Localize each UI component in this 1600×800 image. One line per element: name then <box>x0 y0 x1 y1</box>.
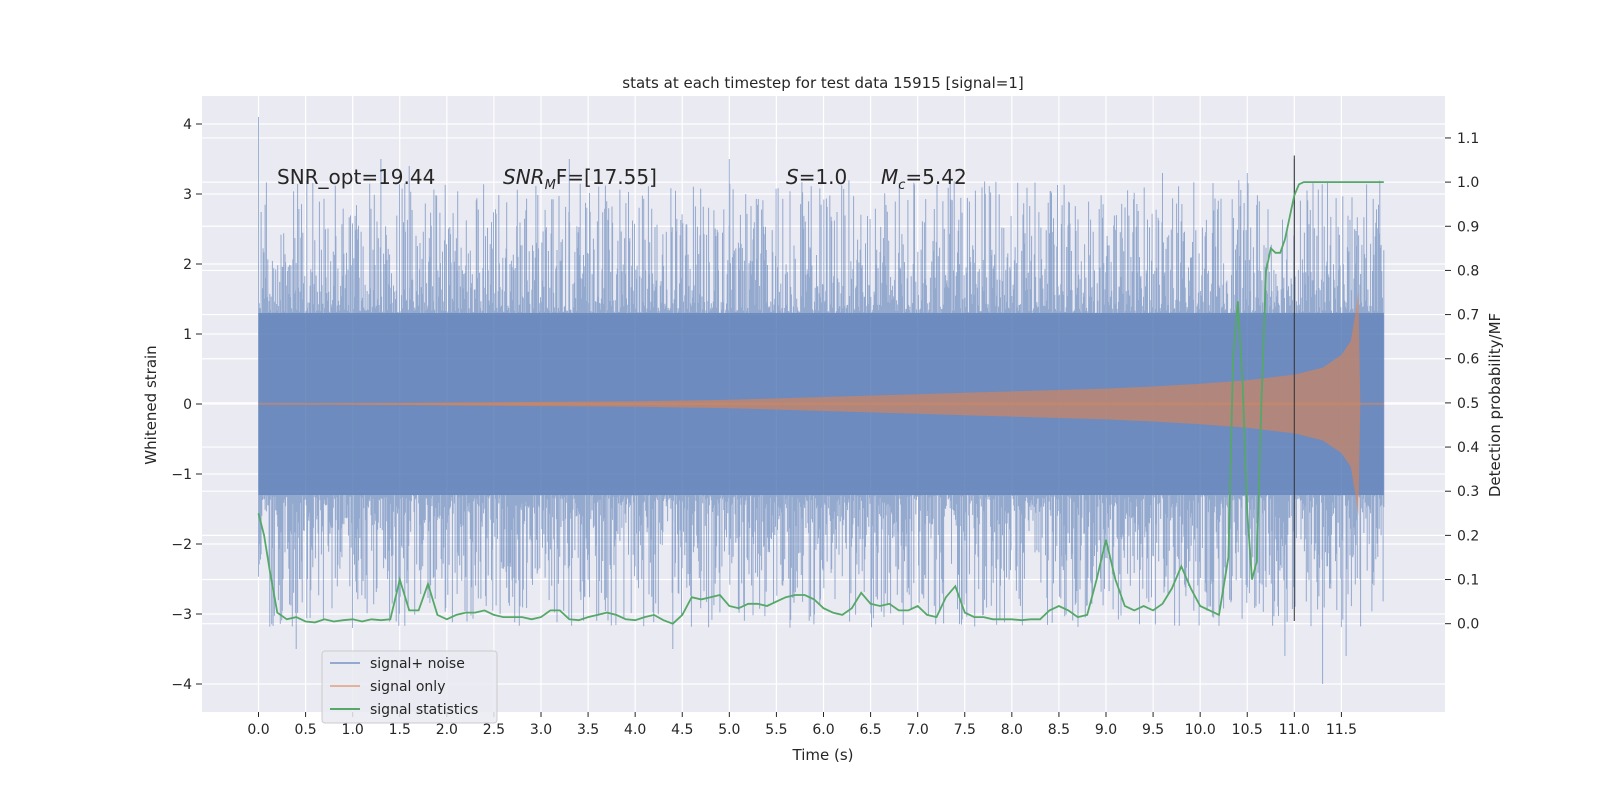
y-right-tick-label-11: 1.1 <box>1457 131 1479 147</box>
x-tick-label-21: 10.5 <box>1232 722 1263 738</box>
annotation-mc-symbol: M <box>881 165 898 189</box>
signal-statistics-series <box>257 181 1384 625</box>
y-right-tick-label-4: 0.4 <box>1457 440 1479 456</box>
annotation-snr-mf-sub: M <box>545 178 556 193</box>
x-tick-label-0: 0.0 <box>247 722 269 738</box>
legend-box <box>321 650 498 724</box>
x-tick-label-5: 2.5 <box>483 722 505 738</box>
annotation-snr-opt: SNR_opt=19.44 <box>277 165 435 189</box>
y-axis-label: Whitened strain <box>142 345 160 464</box>
y-right-tick-label-0: 0.0 <box>1457 617 1479 633</box>
annotation-snr-mf-main: SNR <box>503 165 545 189</box>
legend: signal+ noise signal only signal statist… <box>321 650 498 724</box>
x-tick-label-15: 7.5 <box>954 722 976 738</box>
x-tick-label-14: 7.0 <box>907 722 929 738</box>
y-tick-label-2: −2 <box>171 537 192 553</box>
x-tick-label-19: 9.5 <box>1142 722 1164 738</box>
signal-statistics-line <box>257 181 1384 625</box>
y-tick-label-3: −1 <box>171 467 192 483</box>
x-tick-label-8: 4.0 <box>624 722 646 738</box>
legend-label-signal: signal only <box>370 679 445 695</box>
x-tick-label-22: 11.0 <box>1279 722 1310 738</box>
y-right-axis-label: Detection probability/MF <box>1486 313 1504 497</box>
x-tick-label-11: 5.5 <box>765 722 787 738</box>
annotation-s-symbol: S <box>786 165 799 189</box>
y-axis-ticks: −4 −3 −2 −1 0 1 2 3 4 <box>171 117 202 693</box>
x-tick-label-2: 1.0 <box>342 722 364 738</box>
y-right-tick-label-6: 0.6 <box>1457 352 1479 368</box>
annotation-snr-mf: SNRMF=[17.55] <box>503 165 657 193</box>
annotation-mc: Mc=5.42 <box>881 165 967 193</box>
y-tick-label-0: −4 <box>171 677 192 693</box>
y-tick-label-1: −3 <box>171 607 192 623</box>
x-tick-label-10: 5.0 <box>718 722 740 738</box>
x-tick-label-17: 8.5 <box>1048 722 1070 738</box>
y-right-tick-label-9: 0.9 <box>1457 219 1479 235</box>
signal-only-series <box>258 292 1384 516</box>
y-right-tick-label-2: 0.2 <box>1457 528 1479 544</box>
x-tick-label-1: 0.5 <box>294 722 316 738</box>
legend-label-noise: signal+ noise <box>370 656 465 672</box>
annotation-s-value: =1.0 <box>799 165 848 189</box>
annotation-mc-value: =5.42 <box>905 165 966 189</box>
x-tick-label-3: 1.5 <box>389 722 411 738</box>
x-axis-ticks: 0.0 0.5 1.0 1.5 2.0 2.5 3.0 3.5 4.0 4.5 5.0 5.5 6.0 6… <box>247 712 1357 738</box>
y-tick-label-7: 3 <box>183 187 192 203</box>
y-tick-label-8: 4 <box>183 117 192 133</box>
y-right-tick-label-1: 0.1 <box>1457 573 1479 589</box>
x-tick-label-23: 11.5 <box>1326 722 1357 738</box>
legend-label-statistics: signal statistics <box>370 702 478 718</box>
x-tick-label-18: 9.0 <box>1095 722 1117 738</box>
y-right-tick-label-10: 1.0 <box>1457 175 1479 191</box>
y-tick-label-4: 0 <box>183 397 192 413</box>
y-right-tick-label-5: 0.5 <box>1457 396 1479 412</box>
x-tick-label-9: 4.5 <box>671 722 693 738</box>
x-tick-label-7: 3.5 <box>577 722 599 738</box>
y-tick-label-6: 2 <box>183 257 192 273</box>
chart-title: stats at each timestep for test data 159… <box>622 74 1023 92</box>
y-tick-label-5: 1 <box>183 327 192 343</box>
annotation-snr-mf-rest: F=[17.55] <box>556 165 657 189</box>
annotation-s: S=1.0 <box>786 165 847 189</box>
y-right-axis-ticks: 0.0 0.1 0.2 0.3 0.4 0.5 0.6 0.7 0.8 0.9 1.0 1.1 <box>1445 131 1479 633</box>
x-tick-label-20: 10.0 <box>1185 722 1216 738</box>
x-tick-label-12: 6.0 <box>812 722 834 738</box>
y-right-tick-label-3: 0.3 <box>1457 484 1479 500</box>
x-tick-label-6: 3.0 <box>530 722 552 738</box>
annotation-mc-sub: c <box>898 178 905 193</box>
x-tick-label-16: 8.0 <box>1001 722 1023 738</box>
y-right-tick-label-8: 0.8 <box>1457 263 1479 279</box>
x-tick-label-4: 2.0 <box>436 722 458 738</box>
y-right-tick-label-7: 0.7 <box>1457 308 1479 324</box>
x-axis-label: Time (s) <box>792 746 854 764</box>
x-tick-label-13: 6.5 <box>859 722 881 738</box>
